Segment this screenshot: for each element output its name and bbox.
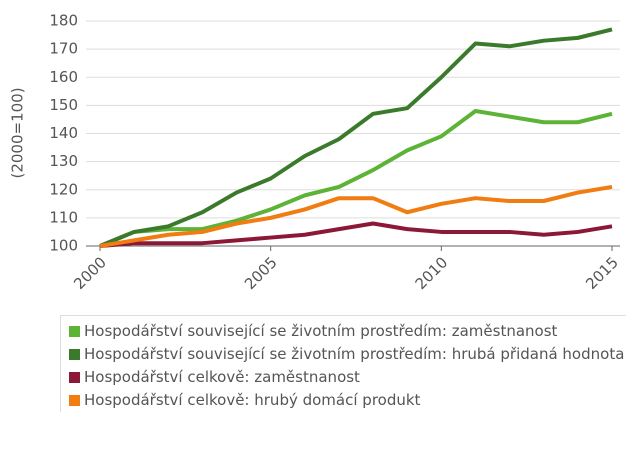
legend-item: Hospodářství celkově: hrubý domácí produ… [69,389,626,412]
legend-label: Hospodářství celkově: zaměstnanost [84,368,360,386]
x-tick-label: 2015 [582,253,622,293]
y-tick-label: 160 [49,68,78,86]
y-tick-label: 100 [49,237,78,255]
x-tick-label: 2000 [70,253,110,293]
x-tick-label: 2005 [241,253,281,293]
legend-item: Hospodářství související se životním pro… [69,320,626,343]
y-tick-label: 110 [49,208,78,226]
legend-swatch [69,395,80,406]
line [99,27,613,248]
chart: (2000=100) 100 110 120 130 140 150 160 170 180 20… [9,12,623,294]
legend-item: Hospodářství celkově: zaměstnanost [69,366,626,389]
line [99,109,613,248]
legend-label: Hospodářství související se životním pro… [84,345,625,363]
y-tick-label: 150 [49,96,78,114]
legend-swatch [69,326,80,337]
legend-swatch [69,349,80,360]
y-tick-label: 170 [49,40,78,58]
legend-label: Hospodářství celkově: hrubý domácí produ… [84,391,421,409]
y-axis-label: (2000=100) [9,87,27,178]
line [99,184,613,248]
y-tick-label: 180 [49,12,78,30]
x-tick-label: 2010 [412,253,452,293]
legend: Hospodářství související se životním pro… [60,315,626,412]
legend-item: Hospodářství související se životním pro… [69,343,626,366]
y-tick-label: 120 [49,180,78,198]
legend-swatch [69,372,80,383]
legend-label: Hospodářství související se životním pro… [84,322,558,340]
y-tick-label: 140 [49,124,78,142]
line [99,221,613,248]
y-tick-label: 130 [49,152,78,170]
